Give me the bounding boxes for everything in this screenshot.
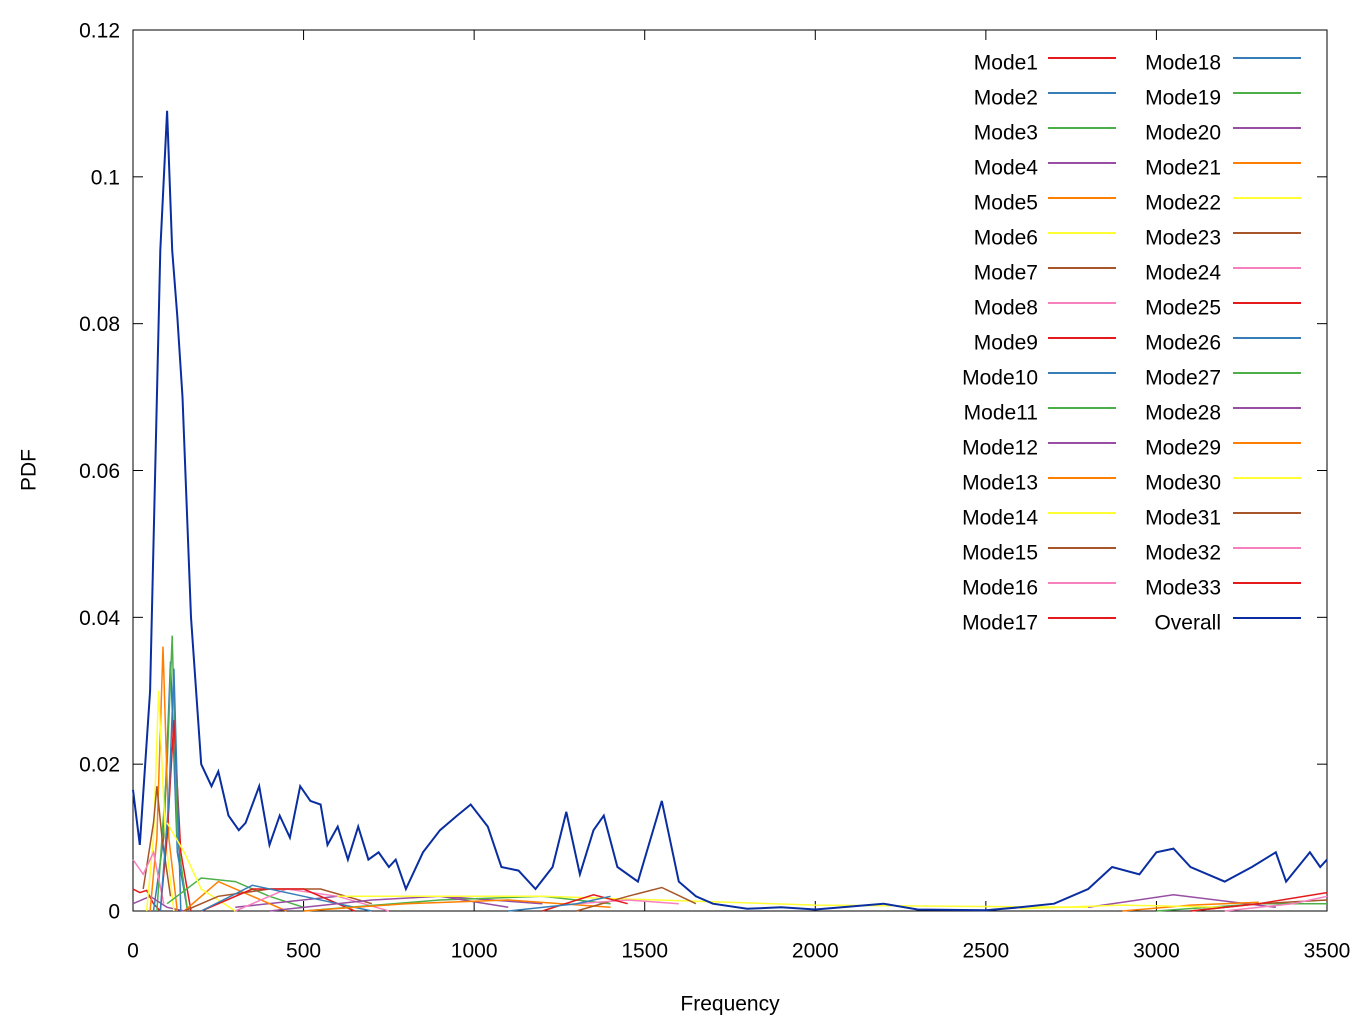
- y-axis-label: PDF: [18, 449, 41, 491]
- legend-label: Mode19: [1145, 87, 1221, 110]
- series-line: [149, 646, 179, 912]
- legend-label: Mode26: [1145, 332, 1221, 355]
- x-tick-label: 1000: [451, 940, 498, 963]
- y-tick-label: 0.1: [91, 166, 120, 189]
- legend-label: Mode7: [974, 262, 1038, 285]
- legend-label: Mode33: [1145, 577, 1221, 600]
- legend-label: Mode31: [1145, 507, 1221, 530]
- legend-label: Mode2: [974, 87, 1038, 110]
- series-line: [132, 895, 185, 912]
- legend-label: Mode20: [1145, 122, 1221, 145]
- y-tick-label: 0.06: [79, 460, 120, 483]
- legend-label: Mode1: [974, 52, 1038, 75]
- series-line: [1224, 895, 1328, 912]
- legend-label: Mode17: [962, 612, 1038, 635]
- series-line: [166, 822, 236, 912]
- legend-label: Mode25: [1145, 297, 1221, 320]
- legend-label: Mode11: [964, 402, 1038, 425]
- legend-label: Mode3: [974, 122, 1038, 145]
- series-line: [145, 690, 175, 912]
- y-tick-label: 0.04: [79, 607, 120, 630]
- x-tick-label: 2500: [962, 940, 1009, 963]
- legend-label: Mode5: [974, 192, 1038, 215]
- legend-label: Mode10: [962, 367, 1038, 390]
- series-line: [159, 720, 192, 912]
- series-line: [576, 899, 679, 905]
- legend-label: Mode15: [962, 542, 1038, 565]
- y-tick-label: 0: [108, 901, 120, 924]
- x-tick-label: 1500: [621, 940, 668, 963]
- series-line: [200, 888, 355, 912]
- legend-label: Mode12: [962, 437, 1038, 460]
- series-line: [303, 899, 611, 912]
- legend-label: Mode22: [1145, 192, 1221, 215]
- series-line: [132, 849, 165, 904]
- series-line: [132, 110, 1328, 912]
- series-line: [1190, 891, 1328, 912]
- legend-label: Mode14: [962, 507, 1038, 530]
- legend-label: Mode28: [1145, 402, 1221, 425]
- series-line: [166, 877, 304, 909]
- series-line: [337, 895, 1089, 909]
- y-tick-label: 0.08: [79, 313, 120, 336]
- x-tick-label: 2000: [792, 940, 839, 963]
- legend-label: Mode24: [1145, 262, 1221, 285]
- legend-label: Mode16: [962, 577, 1038, 600]
- legend-label: Mode30: [1145, 472, 1221, 495]
- y-tick-label: 0.02: [79, 754, 120, 777]
- legend-label: Mode9: [974, 332, 1038, 355]
- x-axis-label: Frequency: [680, 993, 780, 1016]
- legend-label: Mode32: [1145, 542, 1221, 565]
- legend-label: Mode27: [1145, 367, 1221, 390]
- legend-label: Mode29: [1145, 437, 1221, 460]
- x-tick-label: 3000: [1133, 940, 1180, 963]
- legend-label: Mode8: [974, 297, 1038, 320]
- series-line: [576, 886, 697, 912]
- series-line: [132, 888, 161, 912]
- legend-label: Mode6: [974, 227, 1038, 250]
- legend-label: Mode13: [962, 472, 1038, 495]
- x-tick-label: 0: [127, 940, 139, 963]
- series-line: [508, 895, 611, 912]
- legend-label: Mode18: [1145, 52, 1221, 75]
- series-line: [1019, 904, 1225, 910]
- x-tick-label: 500: [286, 940, 321, 963]
- series-line: [159, 668, 182, 912]
- legend-label: Mode4: [974, 157, 1039, 180]
- legend-label: Overall: [1154, 612, 1221, 635]
- series-line: [1122, 901, 1259, 912]
- x-tick-label: 3500: [1304, 940, 1351, 963]
- legend-label: Mode23: [1145, 227, 1221, 250]
- legend-label: Mode21: [1145, 157, 1221, 180]
- y-tick-label: 0.12: [79, 20, 120, 43]
- series-line: [183, 880, 287, 912]
